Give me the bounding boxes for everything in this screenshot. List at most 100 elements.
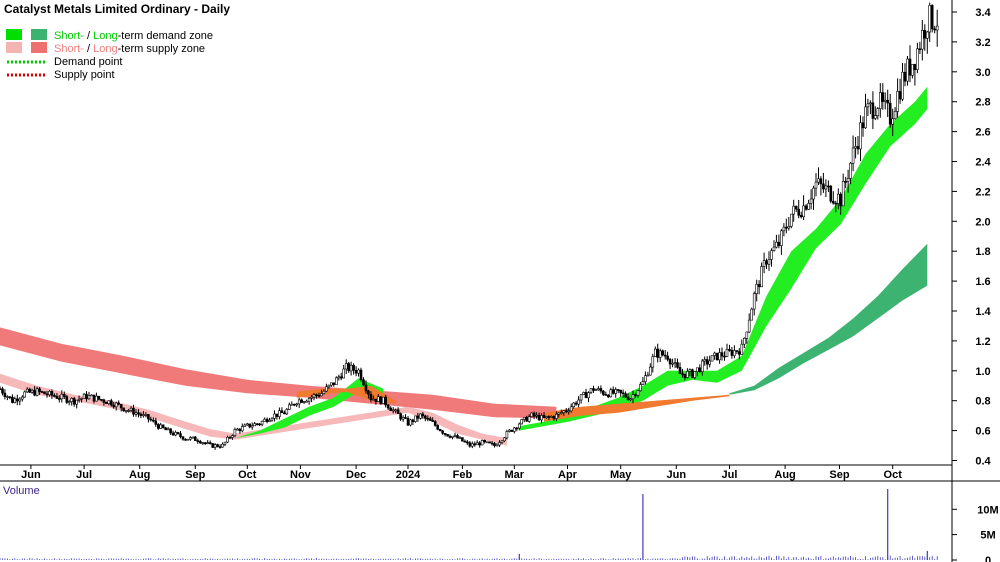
price-bar-body — [609, 389, 613, 398]
price-bar-body — [246, 423, 249, 426]
price-bar-body — [95, 395, 98, 402]
price-bar-body — [90, 394, 93, 397]
y-tick-label: 0.4 — [975, 456, 991, 468]
price-bar-body — [775, 241, 778, 248]
y-tick-label: 2.2 — [975, 186, 990, 198]
legend-swatch-short-demand — [6, 29, 22, 40]
price-bar-body — [777, 241, 781, 246]
price-bar-body — [629, 398, 632, 401]
price-bar-body — [750, 308, 754, 321]
price-bar-body — [213, 444, 217, 448]
price-bar-body — [604, 394, 608, 396]
y-tick-labels: 3.4 3.2 3.0 2.8 2.6 2.4 2.2 2.0 1.8 1.6 1.4 1.2 1.0 0… — [952, 7, 992, 468]
price-bar-body — [1, 388, 4, 394]
legend-long-word: Long — [93, 43, 117, 55]
price-bar-body — [691, 369, 694, 378]
legend-item-demand-zone: Short- / Long-term demand zone — [6, 29, 213, 42]
price-bar-body — [40, 391, 44, 393]
price-bar-body — [688, 369, 692, 372]
price-bar-body — [928, 5, 932, 33]
price-bar-body — [760, 266, 763, 288]
price-bar-body — [483, 439, 487, 443]
price-bar-body — [171, 432, 175, 436]
price-bars-layer — [0, 2, 939, 450]
price-bar-body — [646, 374, 650, 377]
price-bar-body — [695, 367, 699, 372]
x-tick-label: Feb — [453, 469, 473, 481]
price-bar-body — [248, 423, 251, 428]
x-tick-label: Dec — [346, 469, 366, 481]
price-bar-body — [18, 398, 22, 402]
price-bar-body — [582, 392, 585, 395]
price-bar-body — [458, 437, 462, 439]
price-bar-body — [337, 376, 341, 379]
price-bar-body — [559, 412, 563, 414]
price-bar-body — [552, 416, 556, 419]
price-bar-body — [139, 413, 143, 416]
x-tick-label: Aug — [129, 469, 150, 481]
price-bar-body — [189, 437, 192, 440]
price-bar-body — [569, 406, 573, 412]
price-bar-body — [480, 439, 484, 446]
price-bar-body — [122, 407, 125, 412]
price-bar-body — [787, 226, 791, 229]
price-bar-body — [386, 404, 390, 409]
price-bar-body — [681, 373, 684, 376]
price-bar-body — [814, 181, 818, 189]
price-bar-body — [100, 398, 103, 401]
price-bar-body — [772, 246, 776, 251]
price-bar-body — [651, 356, 655, 368]
price-bar-body — [780, 230, 783, 246]
x-tick-label: Jul — [76, 469, 92, 481]
short-term-demand-zone — [234, 378, 384, 439]
price-bar-body — [379, 396, 383, 404]
price-bar-body — [587, 392, 590, 399]
price-bar-body — [359, 369, 363, 380]
price-bar-body — [804, 205, 808, 210]
price-bar-body — [827, 185, 830, 188]
price-bar-body — [302, 401, 306, 403]
price-bar-body — [129, 407, 133, 411]
price-bar-body — [67, 401, 71, 403]
price-bar-body — [606, 394, 610, 398]
volume-tick-labels: 10M 5M 0 — [952, 504, 999, 562]
price-bar-body — [673, 362, 677, 364]
price-bar-body — [658, 350, 662, 358]
price-bar-body — [668, 359, 672, 365]
price-bar-body — [911, 64, 914, 76]
price-bar-body — [794, 205, 798, 210]
price-bar-body — [144, 414, 148, 416]
price-bar-body — [903, 71, 907, 82]
price-bar-body — [181, 436, 185, 440]
y-tick-label: 2.4 — [975, 157, 991, 169]
price-bar-body — [72, 398, 76, 405]
price-bar-body — [228, 436, 232, 439]
y-tick-label: 1.8 — [975, 246, 990, 258]
legend-long-word: Long — [93, 30, 117, 42]
price-bar-body — [644, 375, 647, 382]
price-bar-body — [881, 92, 885, 102]
price-bar-body — [555, 413, 558, 419]
price-bar-body — [797, 208, 801, 216]
price-bar-body — [641, 381, 645, 385]
x-tick-label: Mar — [505, 469, 525, 481]
price-bar-body — [500, 440, 504, 443]
legend-label-supply-zone: Short- / Long-term supply zone — [54, 43, 205, 55]
price-bar-body — [839, 193, 843, 207]
price-bar-body — [30, 389, 34, 393]
price-bar-body — [737, 351, 741, 355]
price-bar-body — [678, 367, 682, 374]
y-tick-label: 1.2 — [975, 336, 990, 348]
price-bar-body — [53, 395, 56, 397]
price-bar-body — [705, 359, 709, 365]
price-bar-body — [283, 412, 286, 415]
price-bar-body — [517, 423, 521, 429]
price-bar-body — [715, 352, 719, 361]
price-bar-body — [824, 185, 828, 190]
y-tick-label: 3.2 — [975, 37, 990, 49]
price-bar-body — [463, 440, 467, 443]
price-bar-body — [873, 115, 877, 119]
price-bar-body — [332, 382, 336, 385]
price-bar-body — [465, 441, 469, 444]
